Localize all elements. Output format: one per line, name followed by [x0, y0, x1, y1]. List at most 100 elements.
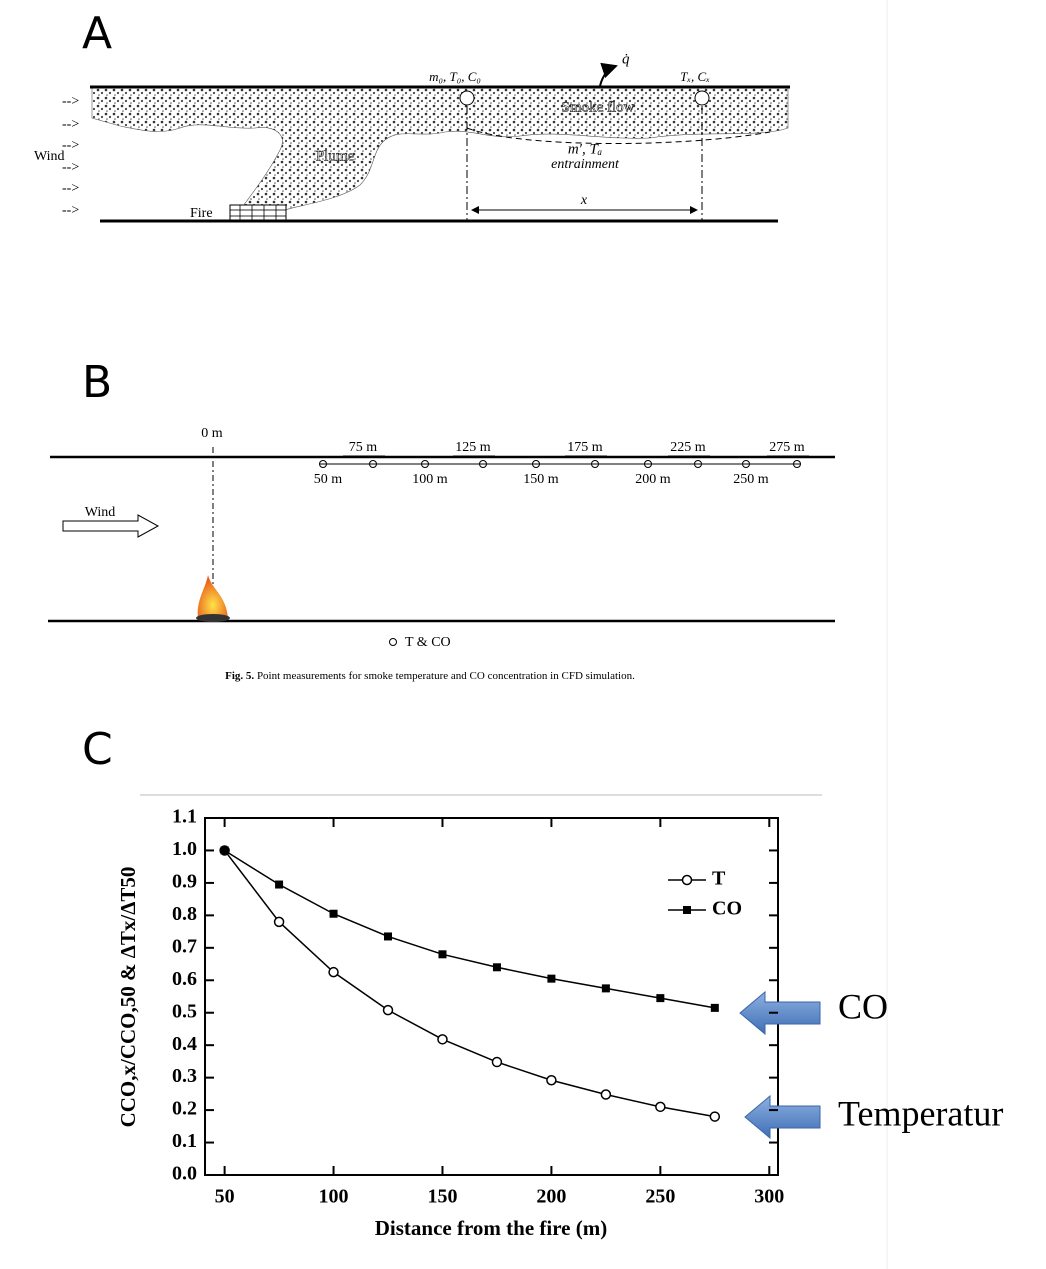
data-point: [275, 880, 284, 889]
label: q̇: [622, 51, 630, 67]
fire-source: [229, 204, 287, 221]
y-tick-label: 1.0: [172, 838, 197, 860]
y-tick-label: 1.1: [172, 806, 197, 828]
caption-label: Fig. 5.: [225, 670, 254, 682]
data-point: [437, 1034, 448, 1045]
label: Fire: [190, 206, 213, 221]
y-tick-label: 0.1: [172, 1130, 197, 1152]
data-point: [656, 994, 665, 1003]
data-point: [273, 916, 285, 928]
probe: [459, 90, 475, 106]
legend-label: CO: [712, 898, 742, 920]
probe: [694, 90, 710, 106]
chart: Distance from the fire (m) CCO,x/CCO,50 …: [116, 806, 1004, 1240]
data-point: [382, 1004, 394, 1016]
distance-label: 150 m: [523, 472, 559, 487]
callout-arrow: [744, 1094, 821, 1140]
wind-arrow: [62, 514, 160, 538]
y-tick-label: 0.7: [172, 935, 197, 957]
caption-text: Point measurements for smoke temperature…: [257, 670, 635, 682]
data-point: [328, 966, 339, 978]
label: T & CO: [405, 635, 451, 650]
plot-frame: [204, 817, 779, 1176]
distance-label: 125 m: [455, 440, 491, 455]
distance-label: 100 m: [412, 472, 448, 487]
legend-label: T: [712, 868, 726, 890]
fire-base: [196, 614, 230, 622]
label: m₀, T₀, C₀: [429, 69, 481, 84]
svg-text:-->: -->: [62, 160, 79, 175]
x-axis-title: Distance from the fire (m): [375, 1216, 607, 1240]
label: entrainment: [551, 157, 620, 172]
label: Wind: [85, 505, 116, 520]
data-point: [547, 974, 556, 983]
fire: [197, 575, 228, 618]
distance-label: 200 m: [635, 472, 671, 487]
legend-marker: [681, 874, 693, 886]
data-point: [601, 984, 610, 993]
caption: Fig. 5. Point measurements for smoke tem…: [225, 670, 635, 682]
distance-label: 275 m: [769, 440, 805, 455]
y-tick-label: 0.2: [172, 1098, 197, 1120]
series-line: [224, 850, 715, 1118]
panel-letter: C: [82, 724, 113, 775]
panel-letter: A: [82, 8, 112, 59]
y-tick-label: 0.0: [172, 1163, 197, 1185]
label: Plume: [316, 148, 355, 164]
data-point: [709, 1111, 721, 1122]
distance-label: 225 m: [670, 440, 706, 455]
x-tick-label: 150: [427, 1186, 457, 1208]
diagram-a: --> --> --> --> --> --> Wind m₀, T₀, C₀ q̇ T…: [34, 51, 790, 223]
data-point: [600, 1089, 612, 1100]
data-point: [710, 1003, 719, 1012]
label: Smoke flow: [562, 99, 635, 115]
x-tick-label: 250: [645, 1186, 675, 1208]
panel-letter: B: [82, 357, 112, 408]
label: Tₓ, Cₓ: [680, 69, 710, 84]
annotation: Temperatur: [838, 1093, 1003, 1133]
y-tick-label: 0.6: [172, 968, 197, 990]
distance-label: 75 m: [349, 440, 378, 455]
distance-label: 50 m: [314, 472, 343, 487]
callout-arrow: [739, 990, 821, 1036]
data-point: [492, 963, 501, 972]
legend-marker: [683, 906, 691, 914]
x-tick-label: 50: [215, 1186, 235, 1208]
annotation: CO: [838, 986, 888, 1026]
y-tick-label: 0.3: [172, 1065, 197, 1087]
data-point: [546, 1074, 557, 1086]
svg-text:-->: -->: [62, 138, 79, 153]
distance-label: 175 m: [567, 440, 603, 455]
data-point: [438, 950, 447, 959]
y-tick-label: 0.4: [172, 1033, 197, 1055]
wind-arrows: --> --> --> --> --> -->: [62, 94, 79, 218]
distance-label: 250 m: [733, 472, 769, 487]
y-tick-label: 0.5: [172, 1000, 197, 1022]
data-point: [220, 846, 229, 855]
svg-text:-->: -->: [62, 94, 79, 109]
legend-marker: [389, 638, 397, 646]
data-point: [384, 932, 393, 941]
diagram-b: 0 m Wind T & CO Fig. 5. Point measuremen…: [48, 426, 835, 682]
svg-text:-->: -->: [62, 181, 79, 196]
x-tick-label: 300: [754, 1186, 784, 1208]
heat-arrow: [599, 62, 618, 87]
y-tick-label: 0.9: [172, 871, 197, 893]
svg-text:-->: -->: [62, 117, 79, 132]
label: x: [580, 193, 588, 208]
y-tick-label: 0.8: [172, 903, 197, 925]
svg-text:-->: -->: [62, 203, 79, 218]
label: Wind: [34, 149, 65, 164]
x-tick-label: 100: [319, 1186, 349, 1208]
label: m′, Tₐ: [568, 141, 602, 157]
data-point: [329, 909, 338, 918]
series-line: [224, 849, 715, 1009]
data-point: [655, 1101, 666, 1113]
y-axis-title: CCO,x/CCO,50 & ΔTx/ΔT50: [116, 867, 140, 1128]
x-tick-label: 200: [536, 1186, 566, 1208]
data-point: [491, 1056, 503, 1068]
label: 0 m: [201, 426, 223, 441]
smoke-region: [91, 87, 789, 211]
